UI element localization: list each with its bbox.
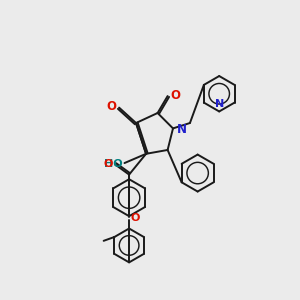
Text: O: O — [131, 213, 140, 223]
Text: O: O — [107, 100, 117, 113]
Text: HO: HO — [104, 159, 123, 169]
Text: O: O — [103, 159, 113, 169]
Text: N: N — [177, 123, 187, 136]
Text: O: O — [170, 89, 180, 102]
Text: N: N — [214, 99, 224, 109]
